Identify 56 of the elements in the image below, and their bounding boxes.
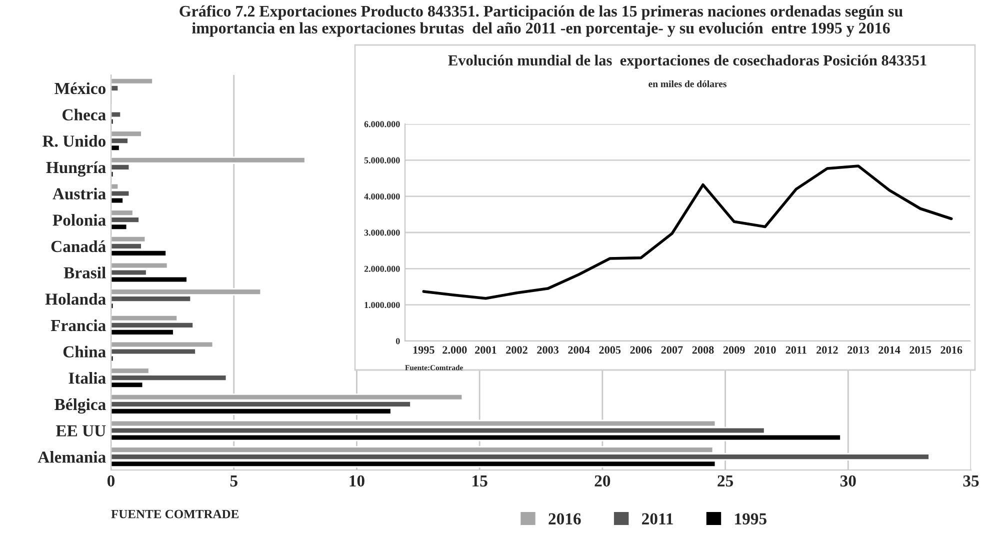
y-tick-label: 4.000.000	[364, 193, 400, 200]
y-tick-label: Hungría	[46, 161, 106, 177]
y-tick-label: Polonia	[52, 214, 106, 226]
y-tick-label: 0	[396, 338, 400, 344]
y-tick-label: 1.000.000	[364, 302, 400, 308]
x-tick-label: 10	[350, 475, 364, 487]
chart-title: Evolución mundial de las exportaciones de cosechadoras Posición 843351	[448, 54, 926, 69]
legend-label: 2016	[548, 513, 581, 524]
y-tick-label: Canadá	[51, 240, 106, 252]
x-tick-label: 2014	[878, 346, 900, 354]
line-series	[422, 164, 953, 300]
y-tick-label: 6.000.000	[364, 121, 400, 128]
x-tick-label: 2006	[630, 346, 652, 354]
y-tick-label: Italia	[68, 372, 106, 384]
x-tick-label: 2001	[475, 346, 496, 354]
x-tick-label: 0	[107, 475, 115, 487]
x-tick-label: 20	[594, 475, 610, 487]
x-tick-label: 2.000	[442, 346, 467, 354]
y-tick-label: México	[54, 82, 106, 94]
y-tick-label: R. Unido	[42, 135, 106, 147]
y-tick-label: Holanda	[45, 293, 106, 305]
x-tick-label: 2003	[537, 346, 559, 354]
y-tick-label: Checa	[62, 108, 106, 120]
x-tick-label: 2012	[816, 346, 838, 354]
x-tick-label: 2002	[506, 346, 528, 354]
y-tick-label: EE UU	[56, 425, 106, 436]
x-tick-label: 5	[230, 476, 238, 487]
x-tick-label: 2009	[723, 346, 745, 354]
legend-label: 2011	[642, 513, 673, 524]
x-tick-label: 2011	[786, 346, 806, 354]
y-tick-label: 5.000.000	[364, 157, 400, 164]
legend-label: 1995	[735, 513, 766, 524]
x-tick-label: 2016	[940, 346, 962, 354]
x-tick-label: 2005	[599, 346, 621, 354]
x-tick-label: 30	[840, 475, 856, 487]
y-tick-label: China	[63, 346, 106, 358]
x-tick-label: 2008	[692, 346, 714, 354]
x-tick-label: 2007	[661, 346, 683, 354]
y-tick-label: Francia	[50, 319, 106, 332]
y-tick-label: Austria	[52, 188, 106, 200]
x-tick-label: 2013	[848, 346, 869, 354]
y-tick-label: 2.000.000	[364, 266, 400, 272]
x-tick-label: 1995	[413, 346, 434, 354]
y-tick-label: 3.000.000	[364, 230, 400, 236]
y-tick-label: Alemania	[38, 451, 106, 463]
x-tick-label: 15	[472, 475, 488, 487]
source-note: FUENTE COMTRADE	[111, 510, 238, 518]
x-tick-label: 25	[718, 475, 734, 487]
x-tick-label: 2015	[910, 346, 932, 354]
chart-title: Gráfico 7.2 Exportaciones Producto 843351. Participación de las 15 primeras naciones ordenadas según su importancia en las exportaciones brutas del año 2011 -en porcentaje- y su evolución entre 1995 y 2016	[180, 5, 903, 37]
y-tick-label: Brasil	[64, 266, 106, 278]
chart-subtitle: en miles de dólares	[648, 80, 726, 88]
x-tick-label: 2004	[568, 346, 590, 354]
y-tick-label: Bélgica	[54, 398, 106, 414]
x-tick-label: 35	[963, 475, 979, 487]
x-tick-label: 2010	[754, 346, 776, 354]
